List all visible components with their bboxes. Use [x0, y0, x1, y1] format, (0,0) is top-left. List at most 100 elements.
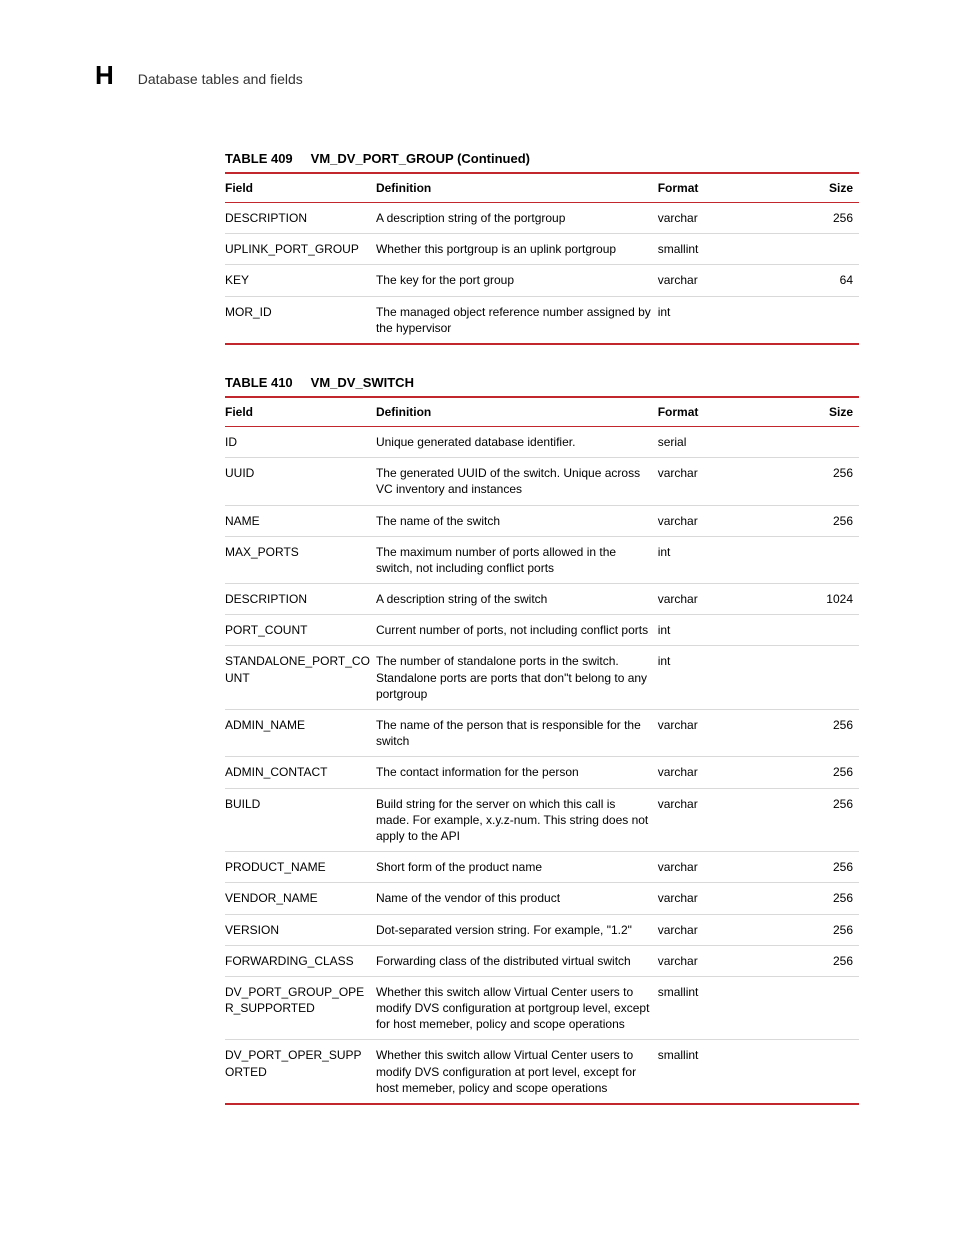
format-cell: varchar — [658, 757, 809, 788]
column-header: Field — [225, 173, 376, 203]
table-row: NAMEThe name of the switchvarchar256 — [225, 505, 859, 536]
table-row: VENDOR_NAMEName of the vendor of this pr… — [225, 883, 859, 914]
table-row: UPLINK_PORT_GROUPWhether this portgroup … — [225, 234, 859, 265]
definition-cell: Current number of ports, not including c… — [376, 615, 658, 646]
table-header-row: FieldDefinitionFormatSize — [225, 397, 859, 427]
column-header: Definition — [376, 173, 658, 203]
size-cell: 256 — [809, 914, 859, 945]
format-cell: varchar — [658, 852, 809, 883]
format-cell: int — [658, 536, 809, 583]
table-row: STANDALONE_PORT_COUNTThe number of stand… — [225, 646, 859, 710]
size-cell: 256 — [809, 757, 859, 788]
format-cell: varchar — [658, 710, 809, 757]
field-cell: DESCRIPTION — [225, 203, 376, 234]
table-row: MAX_PORTSThe maximum number of ports all… — [225, 536, 859, 583]
format-cell: int — [658, 646, 809, 710]
size-cell — [809, 615, 859, 646]
size-cell — [809, 1040, 859, 1104]
column-header: Field — [225, 397, 376, 427]
page: H Database tables and fields TABLE 409 VM… — [0, 0, 954, 1235]
format-cell: serial — [658, 426, 809, 457]
table-row: VERSIONDot-separated version string. For… — [225, 914, 859, 945]
field-cell: KEY — [225, 265, 376, 296]
field-cell: ADMIN_NAME — [225, 710, 376, 757]
field-cell: STANDALONE_PORT_COUNT — [225, 646, 376, 710]
definition-cell: Whether this portgroup is an uplink port… — [376, 234, 658, 265]
table-name: VM_DV_PORT_GROUP (Continued) — [311, 151, 530, 166]
table-row: KEYThe key for the port groupvarchar64 — [225, 265, 859, 296]
format-cell: smallint — [658, 234, 809, 265]
table-row: ADMIN_CONTACTThe contact information for… — [225, 757, 859, 788]
table-row: IDUnique generated database identifier.s… — [225, 426, 859, 457]
table-number: TABLE 409 — [225, 151, 293, 166]
field-cell: ID — [225, 426, 376, 457]
tables-container: TABLE 409 VM_DV_PORT_GROUP (Continued) Fie… — [225, 151, 859, 1105]
table-row: BUILDBuild string for the server on whic… — [225, 788, 859, 852]
table-name: VM_DV_SWITCH — [311, 375, 414, 390]
appendix-letter: H — [95, 60, 114, 91]
format-cell: varchar — [658, 505, 809, 536]
format-cell: varchar — [658, 203, 809, 234]
data-table: FieldDefinitionFormatSizeIDUnique genera… — [225, 396, 859, 1105]
field-cell: ADMIN_CONTACT — [225, 757, 376, 788]
format-cell: smallint — [658, 976, 809, 1040]
data-table: FieldDefinitionFormatSizeDESCRIPTIONA de… — [225, 172, 859, 345]
table-block: TABLE 409 VM_DV_PORT_GROUP (Continued) Fie… — [225, 151, 859, 345]
column-header: Definition — [376, 397, 658, 427]
format-cell: smallint — [658, 1040, 809, 1104]
definition-cell: A description string of the switch — [376, 584, 658, 615]
size-cell: 256 — [809, 883, 859, 914]
field-cell: MOR_ID — [225, 296, 376, 344]
field-cell: BUILD — [225, 788, 376, 852]
definition-cell: Short form of the product name — [376, 852, 658, 883]
field-cell: DV_PORT_OPER_SUPPORTED — [225, 1040, 376, 1104]
field-cell: UUID — [225, 458, 376, 505]
format-cell: varchar — [658, 945, 809, 976]
definition-cell: Build string for the server on which thi… — [376, 788, 658, 852]
field-cell: VENDOR_NAME — [225, 883, 376, 914]
definition-cell: The managed object reference number assi… — [376, 296, 658, 344]
size-cell: 256 — [809, 852, 859, 883]
size-cell: 256 — [809, 788, 859, 852]
size-cell — [809, 646, 859, 710]
definition-cell: Whether this switch allow Virtual Center… — [376, 1040, 658, 1104]
field-cell: PRODUCT_NAME — [225, 852, 376, 883]
size-cell — [809, 234, 859, 265]
format-cell: varchar — [658, 584, 809, 615]
size-cell: 256 — [809, 710, 859, 757]
format-cell: varchar — [658, 458, 809, 505]
table-block: TABLE 410 VM_DV_SWITCH FieldDefinitionForm… — [225, 375, 859, 1105]
size-cell — [809, 296, 859, 344]
table-row: PRODUCT_NAMEShort form of the product na… — [225, 852, 859, 883]
table-row: DESCRIPTIONA description string of the p… — [225, 203, 859, 234]
table-row: DV_PORT_OPER_SUPPORTEDWhether this switc… — [225, 1040, 859, 1104]
section-title: Database tables and fields — [138, 71, 303, 87]
definition-cell: Whether this switch allow Virtual Center… — [376, 976, 658, 1040]
format-cell: int — [658, 296, 809, 344]
table-header-row: FieldDefinitionFormatSize — [225, 173, 859, 203]
table-row: FORWARDING_CLASSForwarding class of the … — [225, 945, 859, 976]
table-row: MOR_IDThe managed object reference numbe… — [225, 296, 859, 344]
field-cell: FORWARDING_CLASS — [225, 945, 376, 976]
field-cell: UPLINK_PORT_GROUP — [225, 234, 376, 265]
definition-cell: The number of standalone ports in the sw… — [376, 646, 658, 710]
table-number: TABLE 410 — [225, 375, 293, 390]
definition-cell: The name of the switch — [376, 505, 658, 536]
format-cell: varchar — [658, 788, 809, 852]
field-cell: DV_PORT_GROUP_OPER_SUPPORTED — [225, 976, 376, 1040]
column-header: Size — [809, 397, 859, 427]
field-cell: PORT_COUNT — [225, 615, 376, 646]
format-cell: int — [658, 615, 809, 646]
format-cell: varchar — [658, 883, 809, 914]
definition-cell: Dot-separated version string. For exampl… — [376, 914, 658, 945]
table-caption: TABLE 410 VM_DV_SWITCH — [225, 375, 859, 390]
size-cell: 256 — [809, 203, 859, 234]
column-header: Format — [658, 397, 809, 427]
definition-cell: Unique generated database identifier. — [376, 426, 658, 457]
definition-cell: Forwarding class of the distributed virt… — [376, 945, 658, 976]
definition-cell: The key for the port group — [376, 265, 658, 296]
page-header: H Database tables and fields — [95, 60, 859, 91]
size-cell: 256 — [809, 505, 859, 536]
definition-cell: The maximum number of ports allowed in t… — [376, 536, 658, 583]
table-row: DV_PORT_GROUP_OPER_SUPPORTEDWhether this… — [225, 976, 859, 1040]
